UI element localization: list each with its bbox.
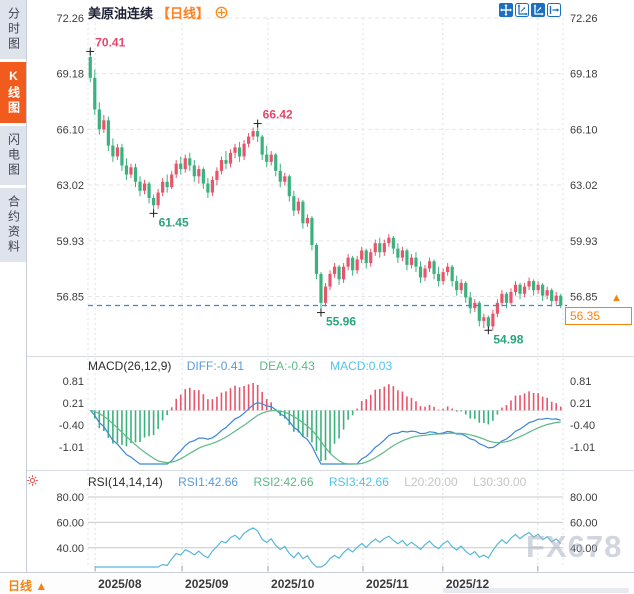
- extreme-price-label: 61.45: [159, 215, 189, 229]
- macd-histogram: [93, 382, 562, 462]
- period-tag: 【日线】: [157, 6, 210, 21]
- axis-tick-label: 72.26: [56, 13, 84, 25]
- sidebar-item-kline-chart[interactable]: K线图: [0, 62, 26, 123]
- macd-diff-value: DIFF:-0.41: [186, 359, 245, 373]
- axis-tick-label: 80.00: [570, 492, 598, 504]
- axis-tick-label: 59.93: [56, 236, 84, 248]
- pan-right-icon[interactable]: [547, 3, 561, 17]
- macd-title: MACD(26,12,9): [88, 359, 172, 373]
- extreme-price-label: 55.96: [326, 315, 356, 329]
- x-axis-label: 2025/12: [445, 577, 490, 591]
- axis-tick-label: 63.02: [570, 180, 598, 192]
- rsi-l20-value: L20:20.00: [404, 475, 458, 489]
- axis-tick-label: 69.18: [56, 69, 84, 81]
- axis-tick-label: -0.40: [59, 420, 84, 432]
- sidebar-item-contract-info[interactable]: 合约资料: [0, 188, 26, 262]
- rsi-line: [94, 527, 562, 568]
- axis-tick-label: 63.02: [56, 180, 84, 192]
- x-axis-label: 2025/11: [366, 577, 409, 591]
- macd-header: MACD(26,12,9) DIFF:-0.41 DEA:-0.43 MACD:…: [88, 359, 404, 373]
- rsi-header: RSI(14,14,14) RSI1:42.66 RSI2:42.66 RSI3…: [88, 475, 538, 489]
- sidebar-item-time-chart[interactable]: 分时图: [0, 0, 26, 59]
- x-axis-label: 2025/09: [185, 577, 229, 591]
- axis-tick-label: 40.00: [56, 543, 84, 555]
- left-tab-strip: 分时图 K线图 闪电图 合约资料: [0, 0, 27, 572]
- candlestick-series: [88, 51, 563, 331]
- axis-tick-label: 59.93: [570, 236, 598, 248]
- rsi-l30-value: L30:30.00: [472, 475, 527, 489]
- fit-price-axis-icon[interactable]: [531, 3, 545, 17]
- rsi-settings-icon[interactable]: [27, 475, 38, 486]
- extreme-price-label: 66.42: [263, 108, 293, 122]
- axis-tick-label: 40.00: [570, 543, 598, 555]
- axis-tick-label: 56.85: [570, 292, 598, 304]
- macd-dea-line: [90, 409, 561, 465]
- fit-both-axes-icon[interactable]: [515, 3, 529, 17]
- chart-scrollbar[interactable]: [443, 588, 629, 593]
- extreme-price-label: 70.41: [95, 35, 125, 49]
- axis-tick-label: 66.10: [570, 124, 598, 136]
- current-price-tag: 56.35: [565, 307, 632, 325]
- axis-tick-label: 0.81: [63, 376, 84, 388]
- axis-tick-label: -1.01: [59, 442, 84, 454]
- axis-tick-label: 69.18: [570, 69, 598, 81]
- main-chart-canvas[interactable]: 72.26 72.26 69.18 69.18 66.10 66.10 63.02 63.02…: [26, 0, 634, 572]
- axis-tick-label: 80.00: [56, 492, 84, 504]
- period-selector-arrow-icon: ▲: [35, 579, 48, 593]
- axis-tick-label: 60.00: [570, 517, 598, 529]
- macd-hist-value: MACD:0.03: [330, 359, 393, 373]
- macd-dea-value: DEA:-0.43: [259, 359, 315, 373]
- chart-header: 美原油连续 【日线】: [88, 3, 228, 22]
- x-axis-label: 2025/08: [98, 577, 142, 591]
- period-selector-label: 日线: [8, 579, 33, 593]
- axis-tick-label: 66.10: [56, 124, 84, 136]
- add-overlay-icon[interactable]: [215, 6, 228, 19]
- rsi3-value: RSI3:42.66: [328, 475, 389, 489]
- rsi1-value: RSI1:42.66: [178, 475, 239, 489]
- period-selector-button[interactable]: 日线 ▲: [8, 577, 47, 594]
- rsi2-value: RSI2:42.66: [253, 475, 314, 489]
- price-up-arrow-icon: ▲: [611, 292, 622, 304]
- sidebar-item-lightning-chart[interactable]: 闪电图: [0, 126, 26, 185]
- axis-tick-label: 60.00: [56, 517, 84, 529]
- axis-tick-label: -1.01: [570, 442, 595, 454]
- bottom-axis-bar: 日线 ▲ 2025/08 2025/09 2025/10 2025/11 2025/12: [0, 572, 634, 594]
- x-axis-label: 2025/10: [271, 577, 315, 591]
- axis-tick-label: 0.81: [570, 376, 591, 388]
- crosshair-tool-icon[interactable]: [499, 3, 513, 17]
- axis-tick-label: 0.21: [63, 398, 84, 410]
- chart-toolbar: [499, 3, 561, 17]
- axis-tick-label: 72.26: [570, 13, 598, 25]
- rsi-title: RSI(14,14,14): [88, 475, 163, 489]
- axis-tick-label: 0.21: [570, 398, 591, 410]
- axis-tick-label: -0.40: [570, 420, 595, 432]
- extreme-price-label: 54.98: [493, 332, 523, 346]
- axis-tick-label: 56.85: [56, 292, 84, 304]
- symbol-name: 美原油连续: [88, 6, 154, 21]
